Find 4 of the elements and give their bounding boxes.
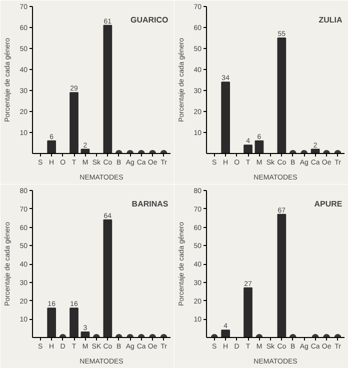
text: ZULIA [318,16,342,24]
text: APURE [314,200,343,208]
text: GUARICO [130,16,168,24]
text: BARINAS [132,200,169,208]
